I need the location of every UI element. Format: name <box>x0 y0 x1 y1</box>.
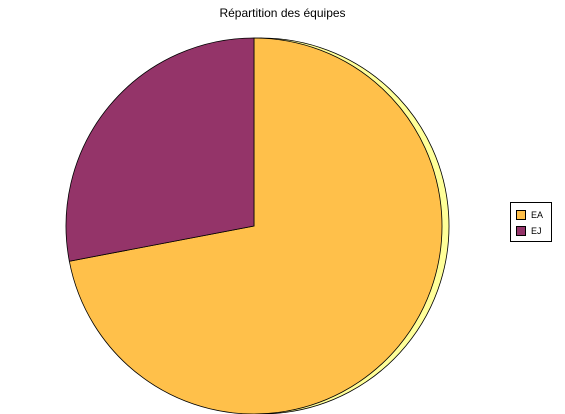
chart-title: Répartition des équipes <box>219 6 346 20</box>
pie-slice-ea <box>68 37 443 414</box>
legend-item-ej: EJ <box>516 223 551 239</box>
legend: EA EJ <box>510 202 552 242</box>
legend-label-ea: EA <box>531 210 544 220</box>
legend-swatch-ea <box>516 210 526 220</box>
legend-item-ea: EA <box>516 207 551 223</box>
pie-slice-ej <box>65 37 255 262</box>
legend-swatch-ej <box>516 226 526 236</box>
legend-label-ej: EJ <box>531 226 542 236</box>
